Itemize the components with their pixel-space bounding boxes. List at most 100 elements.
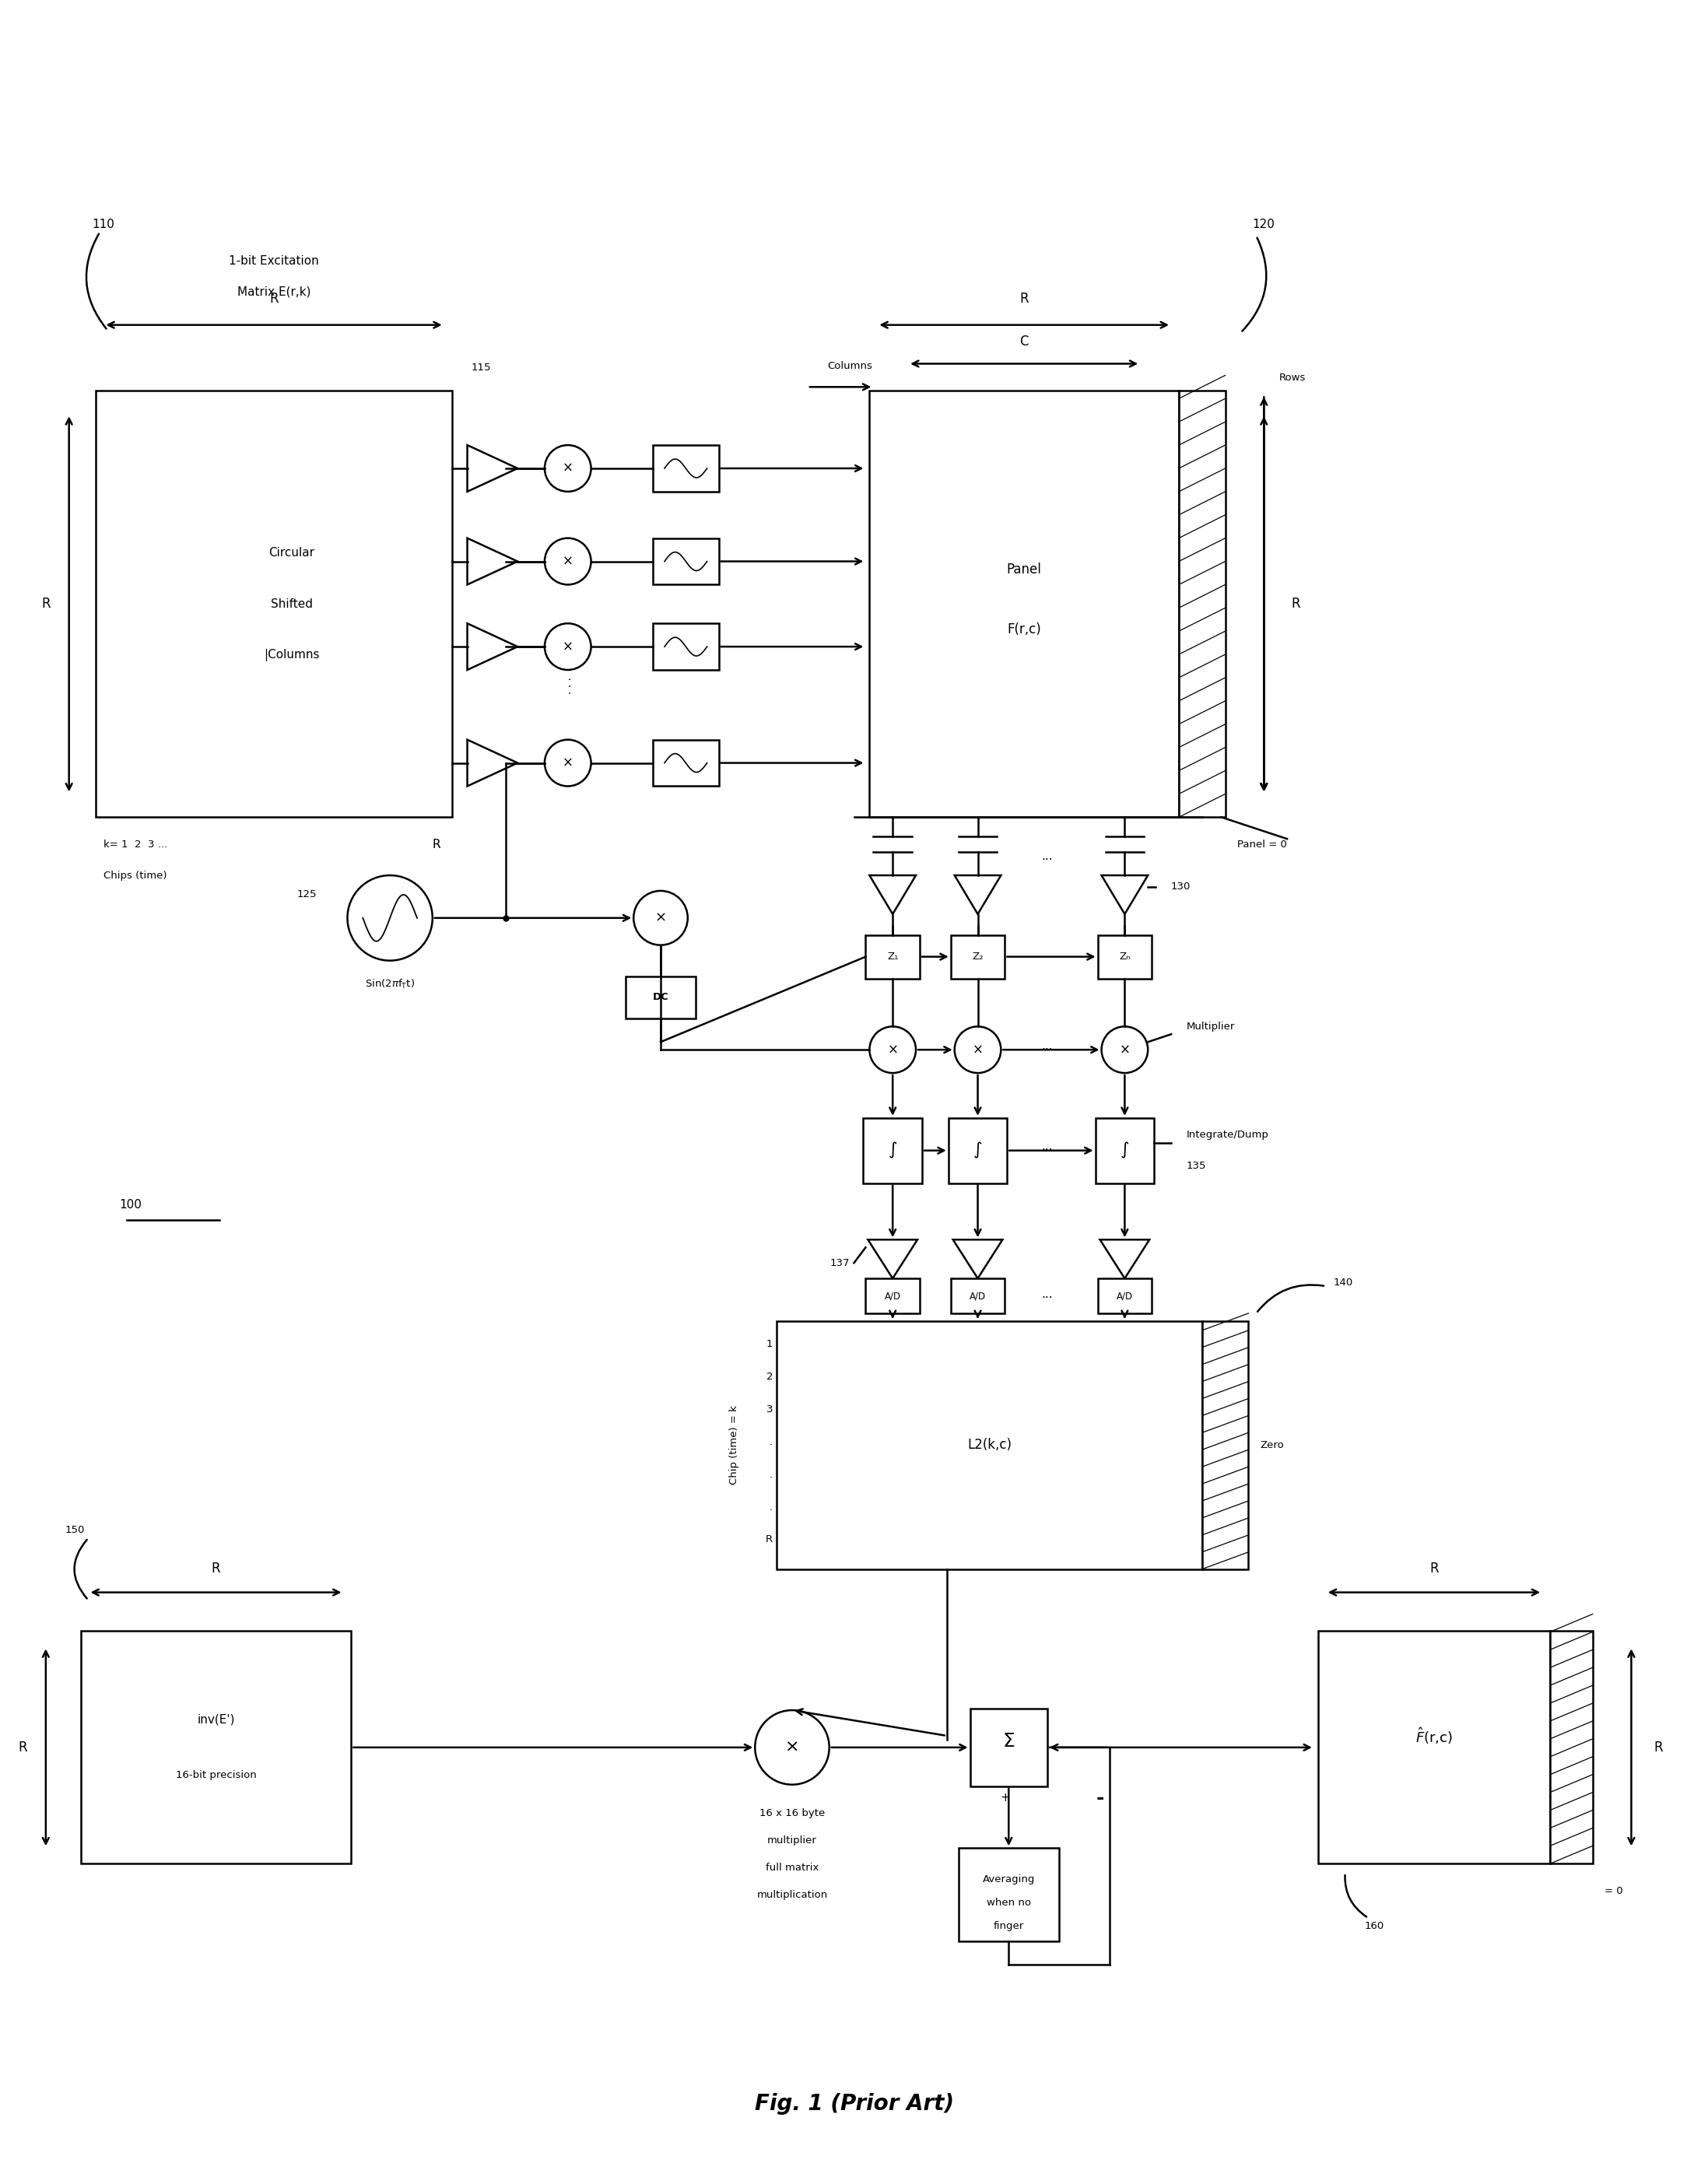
Text: 1-bit Excitation: 1-bit Excitation xyxy=(229,255,319,268)
Text: Multiplier: Multiplier xyxy=(1187,1021,1235,1032)
Bar xyxy=(1202,1321,1249,1570)
Text: Shifted: Shifted xyxy=(270,599,313,610)
Text: Z₁: Z₁ xyxy=(886,951,898,962)
Text: finger: finger xyxy=(994,1920,1025,1931)
Text: full matrix: full matrix xyxy=(765,1864,818,1872)
Bar xyxy=(652,740,719,786)
Text: -: - xyxy=(1097,1789,1103,1807)
Text: R: R xyxy=(212,1561,220,1576)
Text: ∫: ∫ xyxy=(1120,1143,1129,1158)
Text: 110: 110 xyxy=(92,218,114,231)
Circle shape xyxy=(955,1028,1001,1073)
Bar xyxy=(1098,1278,1151,1313)
Text: ×: × xyxy=(562,755,574,771)
Bar xyxy=(96,392,453,816)
Text: Averaging: Averaging xyxy=(982,1874,1035,1885)
Text: 1: 1 xyxy=(767,1339,772,1350)
Text: ×: × xyxy=(786,1739,799,1755)
Text: multiplier: multiplier xyxy=(767,1835,816,1846)
Text: Sin(2$\pi$f$_\mathrm{T}$t): Sin(2$\pi$f$_\mathrm{T}$t) xyxy=(366,977,415,991)
Text: A/D: A/D xyxy=(885,1291,900,1302)
Bar xyxy=(970,1709,1047,1785)
Text: 16-bit precision: 16-bit precision xyxy=(176,1770,256,1781)
Text: ∫: ∫ xyxy=(888,1143,897,1158)
Text: 2: 2 xyxy=(767,1372,772,1382)
Text: Matrix E(r,k): Matrix E(r,k) xyxy=(237,285,311,298)
Text: Rows: Rows xyxy=(1279,372,1307,383)
Text: ×: × xyxy=(654,910,666,925)
Text: 130: 130 xyxy=(1172,882,1190,893)
Text: Panel = 0: Panel = 0 xyxy=(1237,840,1286,849)
Bar xyxy=(866,1278,919,1313)
Text: ×: × xyxy=(972,1043,984,1056)
Text: ∫: ∫ xyxy=(974,1143,982,1158)
Text: R: R xyxy=(41,596,50,612)
Text: 137: 137 xyxy=(830,1258,851,1267)
Text: C: C xyxy=(1020,335,1028,348)
Text: L2(k,c): L2(k,c) xyxy=(967,1439,1011,1452)
Circle shape xyxy=(634,890,688,945)
Bar xyxy=(1179,392,1225,816)
Bar xyxy=(951,934,1004,977)
Text: when no: when no xyxy=(987,1898,1032,1907)
Text: R: R xyxy=(19,1739,27,1755)
Text: = 0: = 0 xyxy=(1604,1885,1623,1896)
Text: Integrate/Dump: Integrate/Dump xyxy=(1187,1130,1269,1141)
Text: R: R xyxy=(1430,1561,1438,1576)
Text: 125: 125 xyxy=(297,890,316,899)
Bar xyxy=(652,538,719,586)
Text: 16 x 16 byte: 16 x 16 byte xyxy=(760,1809,825,1818)
Text: Circular: Circular xyxy=(268,546,314,559)
Text: k= 1  2  3 ...: k= 1 2 3 ... xyxy=(104,840,167,849)
Text: Σ: Σ xyxy=(1003,1733,1015,1750)
Text: DC: DC xyxy=(652,993,670,1001)
Text: 100: 100 xyxy=(120,1200,142,1210)
Text: R: R xyxy=(432,838,441,851)
Bar xyxy=(869,392,1179,816)
Text: R: R xyxy=(1291,596,1300,612)
Text: . . .: . . . xyxy=(562,677,574,694)
Circle shape xyxy=(545,538,591,586)
Text: |Columns: |Columns xyxy=(265,649,319,662)
Text: Fig. 1 (Prior Art): Fig. 1 (Prior Art) xyxy=(755,2092,953,2114)
Text: +: + xyxy=(999,1792,1009,1803)
Circle shape xyxy=(869,1028,915,1073)
Text: Panel: Panel xyxy=(1006,564,1042,577)
Text: multiplication: multiplication xyxy=(757,1890,828,1901)
Text: R: R xyxy=(1653,1739,1664,1755)
Text: 135: 135 xyxy=(1187,1160,1206,1171)
Circle shape xyxy=(545,444,591,492)
Text: Chip (time) = k: Chip (time) = k xyxy=(729,1406,740,1485)
Text: .: . xyxy=(770,1502,772,1513)
Bar xyxy=(652,623,719,671)
Text: 120: 120 xyxy=(1252,218,1274,231)
Text: R: R xyxy=(765,1535,772,1546)
Text: $\hat{F}$(r,c): $\hat{F}$(r,c) xyxy=(1416,1726,1454,1746)
Text: ...: ... xyxy=(1042,1141,1054,1152)
Text: ...: ... xyxy=(1042,1041,1054,1051)
Text: Z₂: Z₂ xyxy=(972,951,984,962)
Bar xyxy=(777,1321,1202,1570)
Bar xyxy=(863,1119,922,1182)
Bar xyxy=(1098,934,1151,977)
Bar xyxy=(1095,1119,1155,1182)
Text: 3: 3 xyxy=(767,1404,772,1415)
Text: ×: × xyxy=(886,1043,898,1056)
Bar xyxy=(80,1631,352,1864)
Text: 150: 150 xyxy=(65,1526,85,1535)
Text: ×: × xyxy=(1119,1043,1131,1056)
Bar xyxy=(1551,1631,1592,1864)
Bar xyxy=(652,444,719,492)
Text: A/D: A/D xyxy=(1117,1291,1132,1302)
Text: 115: 115 xyxy=(471,364,490,372)
Bar xyxy=(948,1119,1008,1182)
Text: .: . xyxy=(770,1437,772,1448)
Text: Zₙ: Zₙ xyxy=(1119,951,1131,962)
Text: Zero: Zero xyxy=(1261,1439,1284,1450)
Circle shape xyxy=(347,875,432,960)
Text: R: R xyxy=(270,292,278,305)
Circle shape xyxy=(545,740,591,786)
Bar xyxy=(1319,1631,1551,1864)
Circle shape xyxy=(1102,1028,1148,1073)
Text: F(r,c): F(r,c) xyxy=(1008,623,1042,636)
